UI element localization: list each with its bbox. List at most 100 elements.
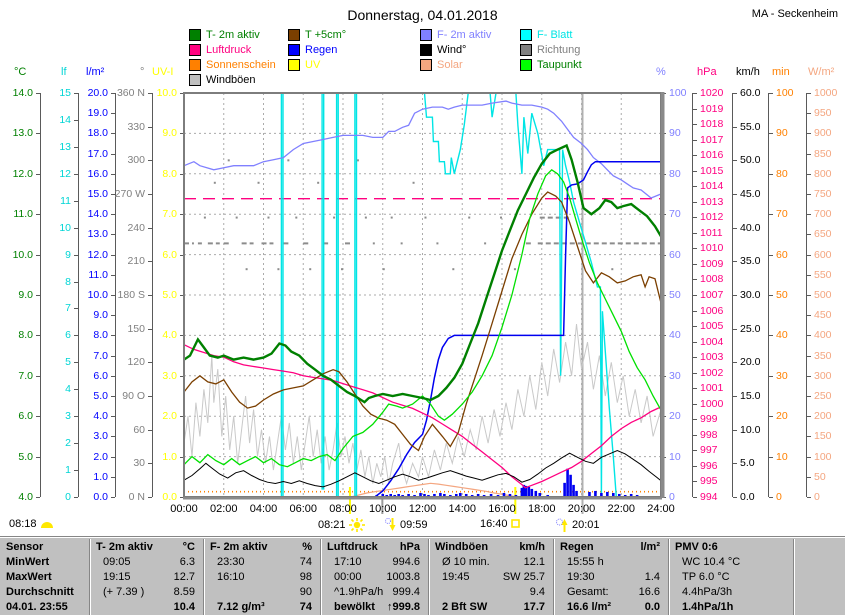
sun-moon-entry: 08:18 [9,518,54,530]
axis-tick-label: 998 [700,428,718,441]
axis-tick [111,295,115,296]
axis-tick [733,463,737,465]
axis-tick-label: 55.0 [740,120,761,133]
table-cell-left: 09:05 [103,556,131,568]
axis-tick [74,389,78,391]
axis-tick-label: 17.0 [87,147,108,160]
axis-tick [74,146,78,148]
legend-item: Wind° [420,43,466,56]
table-cell-left: 23:30 [217,556,245,568]
legend-label: Solar [437,58,463,71]
table-cell-value: 994.6 [392,556,420,568]
table-cell-value: 17.7 [523,601,545,613]
table-cell: 9.4 [428,585,553,600]
legend-swatch-icon [520,43,532,56]
axis-tick-label: 90 [776,127,788,140]
table-cell: 4.4hPa/3h [668,585,793,600]
axis-tick [111,456,115,458]
axis-tick [693,341,697,343]
axis-tick-label: 996 [700,459,718,472]
axis-tick [148,160,152,162]
axis-tick [111,153,115,155]
series-line-Windböen [183,323,662,486]
axis-tick-label: 1015 [700,164,724,177]
axis-header-deg: ° [140,66,145,78]
series-bar-Regen [482,494,486,497]
axis-tick-label: 994 [700,491,718,503]
axis-tick [807,295,811,296]
axis-tick [74,308,78,310]
series-bar-Regen [527,486,531,497]
axis-tick [180,335,184,337]
legend-item: Regen [288,43,337,56]
axis-tick [733,429,737,431]
table-cell: ^1.9hPa/h 999.4 [320,585,428,600]
axis-tick [111,476,115,478]
legend-label: T +5cm° [305,28,347,41]
axis-tick [693,279,697,281]
axis-tick [36,254,40,256]
axis-tick [733,93,737,94]
axis-tick-label: 2 [65,437,71,450]
series-bar-Regen [524,485,528,497]
axis-tick [74,173,78,175]
table-cell: 19:30 1.4 [553,570,668,585]
axis-tick-label: 250 [814,390,832,402]
axis-tick [807,315,811,317]
axis-tick [733,497,737,498]
axis-tick [807,214,811,216]
axis-tick [180,295,184,296]
legend-swatch-icon [288,43,300,56]
axis-tick-label: 950 [814,107,832,120]
axis-tick-label: 9.0 [18,289,33,301]
axis-tick [148,227,152,229]
table-cell-left: Ø 10 min. [442,556,490,568]
axis-tick-label: 70 [776,208,788,221]
axis-tick-label: 11 [60,194,71,207]
series-bar-Regen [454,493,458,497]
summary-table: Sensor T- 2m aktiv °C F- 2m aktiv% Luftdruck… [0,536,845,615]
series-bar-Regen [439,492,442,497]
axis-tick-label: 300 [127,154,145,167]
axis-tick [36,497,40,498]
weather-plot-svg [183,92,665,514]
axis-tick-label: 30 [133,457,145,470]
axis-tick-label: 1018 [700,118,724,131]
table-cell-left: 19:30 [567,571,595,583]
axis-tick-label: 45.0 [740,188,761,200]
table-col-header: Regen [560,541,594,553]
legend-item: T +5cm° [288,28,346,41]
series-line-T +5cm [183,191,662,452]
x-axis-label: 02:00 [209,503,238,515]
axis-tick [807,254,811,256]
axis-line-minutes [768,93,769,497]
axis-tick [148,126,152,128]
legend-swatch-icon [520,58,532,71]
table-cell-value: 12.1 [523,556,545,568]
axis-tick-label: 10.0 [740,423,761,436]
table-cell-value: 98 [299,571,312,583]
axis-tick-label: 1.0 [93,470,108,483]
series-bar-Regen [458,492,462,497]
table-cell-value: 90 [299,586,312,598]
series-bar-Regen [566,468,569,497]
axis-tick-label: 90 O [122,390,145,402]
sun-moon-entry: 16:40 [480,518,521,530]
axis-tick [74,200,78,202]
axis-tick-label: 1020 [700,87,724,99]
axis-tick [74,335,78,337]
table-cell-value: ↑999.8 [386,601,420,613]
x-axis-label: 06:00 [289,503,318,515]
x-axis-label: 04:00 [249,503,278,515]
axis-tick-label: 1011 [700,226,723,239]
axis-tick-label: 0 [776,491,782,503]
axis-tick-label: 0 [814,491,820,503]
axis-tick [36,335,40,337]
axis-tick-label: 2.0 [162,410,177,423]
axis-tick [769,214,773,216]
axis-tick [111,194,115,195]
table-cell: 2 Bft SW 17.7 [428,600,553,615]
axis-tick-label: 30.0 [740,289,761,301]
axis-tick [36,456,40,458]
